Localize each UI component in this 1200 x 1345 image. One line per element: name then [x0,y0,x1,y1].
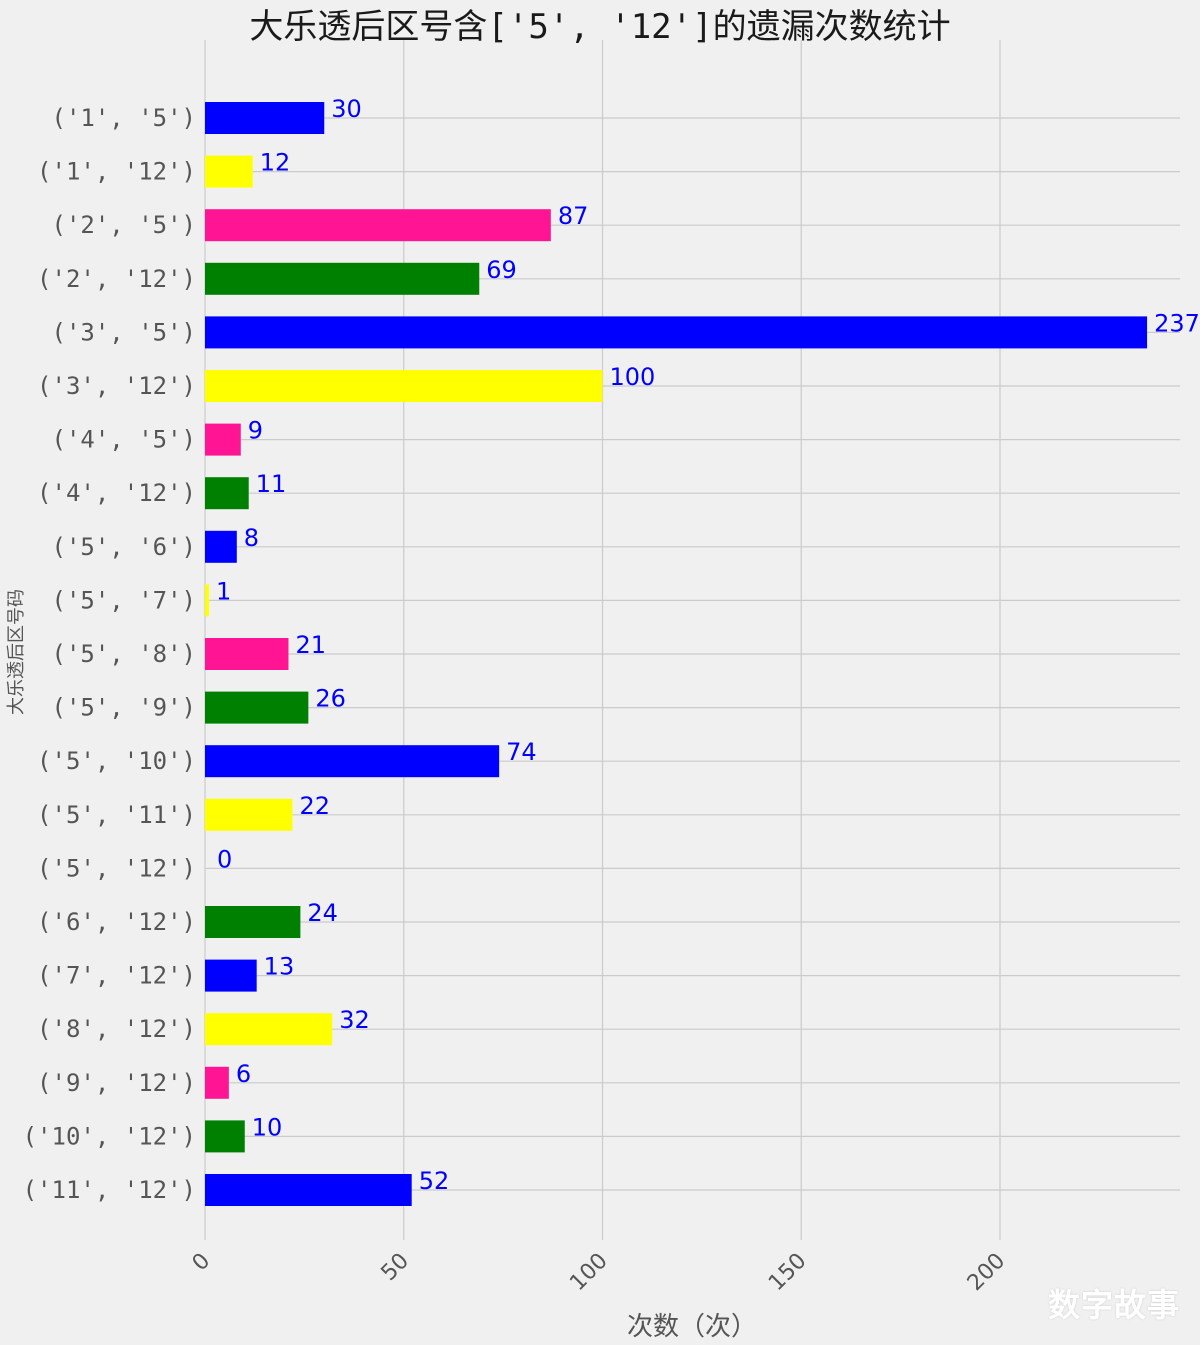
y-tick-label: ('11', '12') [23,1176,196,1204]
y-tick-label: ('8', '12') [37,1015,196,1043]
y-tick-label: ('5', '12') [37,854,196,882]
data-label: 12 [260,149,291,177]
y-tick-label: ('5', '6') [52,533,197,561]
bar [205,370,603,402]
data-label: 11 [256,470,287,498]
bar [205,906,301,938]
bar [205,1013,333,1046]
bar [205,638,289,670]
data-label: 26 [315,685,346,713]
bar [205,798,293,831]
bar [205,691,309,724]
bar [205,209,551,242]
y-tick-label: ('5', '7') [52,586,197,614]
bar [205,584,209,617]
x-tick-label: 50 [377,1249,414,1286]
x-tick-label: 200 [963,1249,1010,1296]
data-label: 0 [217,845,232,873]
data-label: 24 [307,899,338,927]
data-label: 100 [610,363,656,391]
y-tick-label: ('6', '12') [37,908,196,936]
data-label: 10 [252,1113,283,1141]
watermark: 数字故事 [1047,1286,1180,1324]
y-tick-labels: ('1', '5') ('1', '12') ('2', '5') ('2', '12… [23,104,196,1204]
bar [205,1174,412,1206]
data-label: 32 [339,1006,370,1034]
x-tick-label: 150 [764,1249,811,1296]
bar [205,477,249,510]
y-tick-label: ('5', '11') [37,801,196,829]
x-axis-label: 次数（次） [627,1312,757,1342]
data-label: 87 [558,202,589,230]
bars [205,102,1148,1206]
data-label: 30 [331,95,362,123]
data-label: 22 [299,792,330,820]
y-tick-label: ('1', '12') [37,158,196,186]
y-tick-label: ('9', '12') [37,1069,196,1097]
x-tick-label: 0 [188,1249,216,1277]
grid [204,40,1180,1240]
bar [205,262,480,295]
chart-title: 大乐透后区号含['5', '12']的遗漏次数统计 [249,7,950,47]
data-label: 9 [248,417,263,445]
y-tick-label: ('3', '5') [52,318,197,346]
bar [205,959,257,992]
y-tick-label: ('4', '5') [52,426,197,454]
y-tick-label: ('5', '8') [52,640,197,668]
y-tick-label: ('1', '5') [52,104,197,132]
data-label: 237 [1154,309,1200,337]
bar [205,1066,229,1099]
bar [205,1120,245,1153]
x-tick-labels: 0 50 100 150 200 [188,1249,1011,1296]
bar [205,530,237,563]
y-tick-label: ('2', '5') [52,211,197,239]
data-label: 52 [419,1167,450,1195]
data-label: 13 [264,953,295,981]
data-label: 6 [236,1060,251,1088]
y-tick-label: ('5', '10') [37,747,196,775]
data-label: 69 [486,256,517,284]
y-tick-label: ('10', '12') [23,1122,196,1150]
data-labels: 30 12 87 69 237 100 9 11 81 21 26 74 22 0 24 13 32 610 52 [216,95,1200,1195]
bar [205,745,500,778]
y-tick-label: ('2', '12') [37,265,196,293]
data-label: 8 [244,524,259,552]
y-tick-label: ('3', '12') [37,372,196,400]
y-axis-label: 大乐透后区号码 [6,589,27,715]
x-tick-label: 100 [565,1249,612,1296]
bar [205,102,325,134]
bar [205,423,241,456]
data-label: 21 [295,631,326,659]
bar [205,316,1148,349]
bar [205,155,253,188]
data-label: 74 [506,738,537,766]
y-tick-label: ('7', '12') [37,962,196,990]
y-tick-label: ('4', '12') [37,479,196,507]
y-tick-label: ('5', '9') [52,694,197,722]
data-label: 1 [216,577,231,605]
